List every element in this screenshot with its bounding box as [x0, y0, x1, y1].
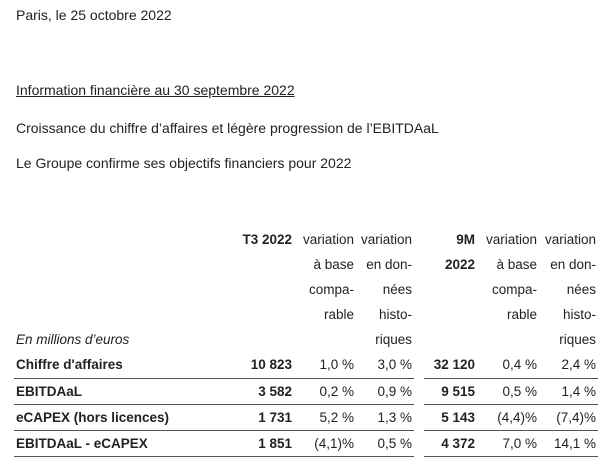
table-row: EBITDAaL 3 582 0,2 % 0,9 % 9 515 0,5 % 1…	[14, 378, 598, 405]
cell-t3-comparable: 0,2 %	[294, 378, 356, 405]
cell-t3: 1 851	[214, 430, 294, 457]
row-label: Chiffre d'affaires	[14, 352, 214, 379]
cell-spacer	[414, 352, 424, 378]
cell-9m-comparable: 0,4 %	[477, 352, 539, 379]
row-label: EBITDAaL	[14, 378, 214, 405]
cell-9m-comparable: (4,4)%	[477, 404, 539, 431]
cell-t3-historique: 0,9 %	[356, 378, 414, 405]
cell-t3-historique: 0,5 %	[356, 430, 414, 457]
header-9m-period: 9M 2022	[444, 232, 475, 272]
cell-9m-historique: 2,4 %	[539, 352, 598, 379]
unit-label: En millions d’euros	[16, 332, 130, 347]
table-row: Chiffre d'affaires 10 823 1,0 % 3,0 % 32…	[14, 352, 598, 379]
cell-9m-historique: 1,4 %	[539, 378, 598, 405]
table-row: EBITDAaL - eCAPEX 1 851 (4,1)% 0,5 % 4 3…	[14, 430, 598, 457]
cell-9m: 4 372	[424, 430, 477, 457]
cell-spacer	[414, 430, 424, 456]
cell-t3-historique: 1,3 %	[356, 404, 414, 431]
cell-t3-comparable: (4,1)%	[294, 430, 356, 457]
header-9m-variation-historique: variation en don- nées histo- riques	[544, 232, 596, 347]
cell-t3-historique: 3,0 %	[356, 352, 414, 379]
header-t3-variation-historique: variation en don- nées histo- riques	[360, 232, 412, 347]
cell-9m: 9 515	[424, 378, 477, 405]
row-label: EBITDAaL - eCAPEX	[14, 430, 214, 457]
cell-9m-historique: 14,1 %	[539, 430, 598, 457]
cell-spacer	[414, 378, 424, 404]
cell-t3-comparable: 5,2 %	[294, 404, 356, 431]
table-header-row: En millions d’euros T3 2022 variation à …	[14, 227, 598, 352]
cell-9m-comparable: 0,5 %	[477, 378, 539, 405]
cell-t3: 3 582	[214, 378, 294, 405]
cell-spacer	[414, 404, 424, 430]
header-9m-variation-comparable: variation à base compa- rable	[485, 232, 537, 322]
header-spacer	[414, 227, 424, 352]
dateline: Paris, le 25 octobre 2022	[16, 7, 172, 23]
document-title: Information financière au 30 septembre 2…	[16, 82, 295, 98]
cell-9m: 5 143	[424, 404, 477, 431]
headline-objectives: Le Groupe confirme ses objectifs financi…	[16, 155, 352, 171]
table-row: eCAPEX (hors licences) 1 731 5,2 % 1,3 %…	[14, 404, 598, 431]
cell-9m-comparable: 7,0 %	[477, 430, 539, 457]
header-t3-variation-comparable: variation à base compa- rable	[302, 232, 354, 322]
cell-t3-comparable: 1,0 %	[294, 352, 356, 379]
cell-t3: 10 823	[214, 352, 294, 379]
header-t3-period: T3 2022	[242, 232, 292, 247]
cell-t3: 1 731	[214, 404, 294, 431]
headline-revenue: Croissance du chiffre d’affaires et légè…	[16, 120, 439, 136]
row-label: eCAPEX (hors licences)	[14, 404, 214, 431]
financial-table: En millions d’euros T3 2022 variation à …	[14, 227, 598, 457]
cell-9m: 32 120	[424, 352, 477, 379]
cell-9m-historique: (7,4)%	[539, 404, 598, 431]
